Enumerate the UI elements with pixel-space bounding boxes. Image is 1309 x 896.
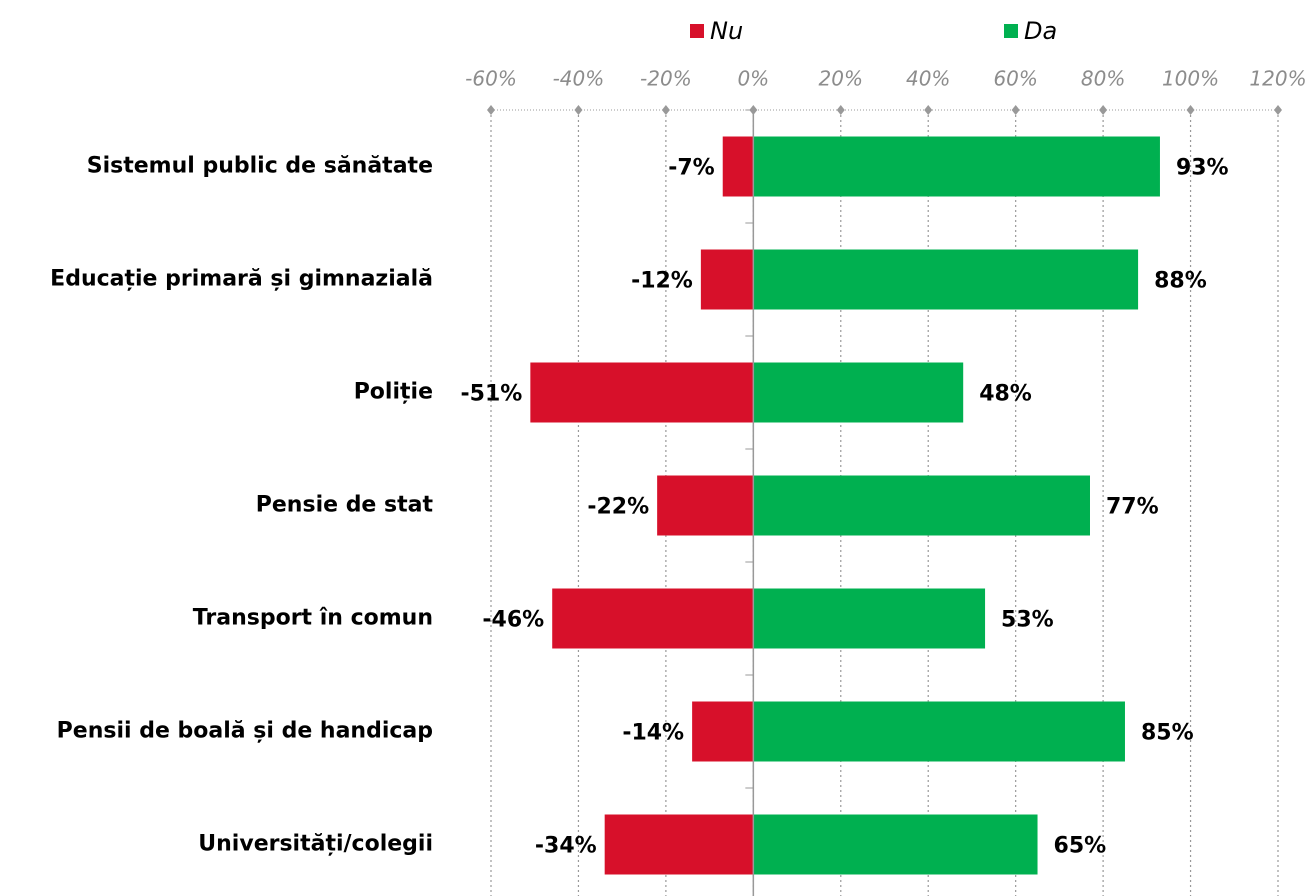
x-tick-label: 80% xyxy=(1081,67,1125,91)
tick-marker xyxy=(574,105,583,115)
x-tick-label: -60% xyxy=(465,67,517,91)
bar xyxy=(657,475,754,536)
data-label: -12% xyxy=(631,269,693,294)
data-label: -51% xyxy=(461,382,523,407)
bar xyxy=(753,814,1038,875)
tick-marker xyxy=(1274,105,1282,115)
x-tick-label: -40% xyxy=(553,67,605,91)
data-label: -7% xyxy=(668,156,714,181)
tick-marker xyxy=(1011,105,1020,115)
bar xyxy=(722,136,754,197)
category-label: Universități/colegii xyxy=(198,832,433,857)
data-label: 77% xyxy=(1106,495,1159,520)
tick-marker xyxy=(836,105,845,115)
x-tick-label: 60% xyxy=(993,67,1037,91)
legend-swatch xyxy=(690,24,704,38)
data-label: 93% xyxy=(1176,156,1229,181)
x-tick-label: 20% xyxy=(819,67,863,91)
data-label: 65% xyxy=(1054,834,1107,859)
data-label: -22% xyxy=(587,495,649,520)
x-tick-label: -20% xyxy=(640,67,692,91)
bar xyxy=(700,249,754,310)
tick-marker xyxy=(661,105,670,115)
bar xyxy=(753,362,964,423)
bar xyxy=(753,701,1125,762)
x-tick-label: 120% xyxy=(1249,67,1306,91)
bar xyxy=(552,588,754,649)
bar xyxy=(530,362,754,423)
bar xyxy=(692,701,754,762)
data-label: -46% xyxy=(482,608,544,633)
legend-swatch xyxy=(1004,24,1018,38)
x-tick-label: 0% xyxy=(737,67,769,91)
x-tick-label: 100% xyxy=(1162,67,1219,91)
legend-label: Da xyxy=(1024,17,1057,45)
data-label: 48% xyxy=(979,382,1032,407)
data-label: 88% xyxy=(1154,269,1207,294)
tick-marker xyxy=(924,105,933,115)
category-label: Educație primară și gimnazială xyxy=(50,267,433,292)
category-label: Pensii de boală și de handicap xyxy=(57,719,433,744)
category-label: Pensie de stat xyxy=(256,493,434,518)
bar xyxy=(753,136,1160,197)
tick-marker xyxy=(1099,105,1108,115)
category-label: Sistemul public de sănătate xyxy=(87,154,433,179)
category-label: Transport în comun xyxy=(193,606,433,631)
tick-marker xyxy=(1186,105,1195,115)
data-label: -14% xyxy=(622,721,684,746)
x-tick-label: 40% xyxy=(906,67,950,91)
bar xyxy=(753,475,1090,536)
category-label: Poliție xyxy=(354,380,433,405)
legend-label: Nu xyxy=(710,17,743,45)
data-label: 53% xyxy=(1001,608,1054,633)
tick-marker xyxy=(487,105,495,115)
bar xyxy=(604,814,754,875)
bar xyxy=(753,249,1139,310)
data-label: -34% xyxy=(535,834,597,859)
bar xyxy=(753,588,986,649)
data-label: 85% xyxy=(1141,721,1194,746)
